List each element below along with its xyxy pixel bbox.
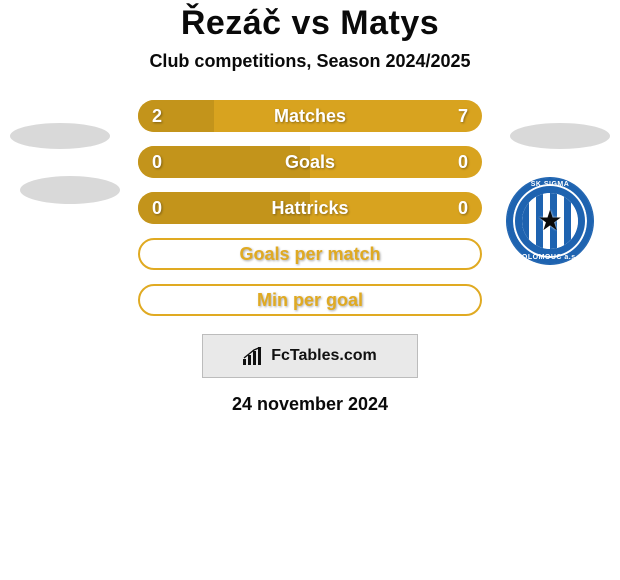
- club-logo-left-2: [20, 176, 120, 204]
- sigma-text-bottom: OLOMOUC a.s.: [507, 254, 593, 261]
- comparison-card: Řezáč vs Matys Club competitions, Season…: [0, 0, 620, 415]
- club-logo-sk-sigma: SK SIGMA ★ OLOMOUC a.s.: [500, 178, 600, 264]
- generated-date: 24 november 2024: [0, 394, 620, 415]
- club-logo-right-1: [510, 123, 610, 149]
- stat-value-left: 0: [152, 198, 162, 219]
- page-subtitle: Club competitions, Season 2024/2025: [0, 51, 620, 72]
- stat-bar-min_per_goal: Min per goal: [138, 284, 482, 316]
- stat-label: Min per goal: [257, 290, 363, 311]
- stat-bar-matches: 2 7 Matches: [138, 100, 482, 132]
- brand-text: FcTables.com: [271, 347, 377, 365]
- stat-label: Hattricks: [271, 198, 348, 219]
- star-icon: ★: [537, 207, 562, 235]
- stat-bar-goals: 0 0 Goals: [138, 146, 482, 178]
- bar-chart-icon: [243, 347, 265, 365]
- sigma-badge: SK SIGMA ★ OLOMOUC a.s.: [507, 178, 593, 264]
- stat-bar-goals_per_match: Goals per match: [138, 238, 482, 270]
- stat-value-left: 2: [152, 106, 162, 127]
- stat-value-left: 0: [152, 152, 162, 173]
- brand-box[interactable]: FcTables.com: [202, 334, 418, 378]
- sigma-text-top: SK SIGMA: [507, 181, 593, 188]
- stat-value-right: 0: [458, 198, 468, 219]
- stat-value-right: 7: [458, 106, 468, 127]
- stat-label: Goals: [285, 152, 335, 173]
- page-title: Řezáč vs Matys: [0, 4, 620, 43]
- stat-label: Matches: [274, 106, 346, 127]
- club-logo-left-1: [10, 123, 110, 149]
- stat-bars: 2 7 Matches 0 0 Goals 0 0 Hattricks Goals per mat…: [138, 100, 482, 316]
- stat-label: Goals per match: [239, 244, 380, 265]
- stat-bar-hattricks: 0 0 Hattricks: [138, 192, 482, 224]
- stat-value-right: 0: [458, 152, 468, 173]
